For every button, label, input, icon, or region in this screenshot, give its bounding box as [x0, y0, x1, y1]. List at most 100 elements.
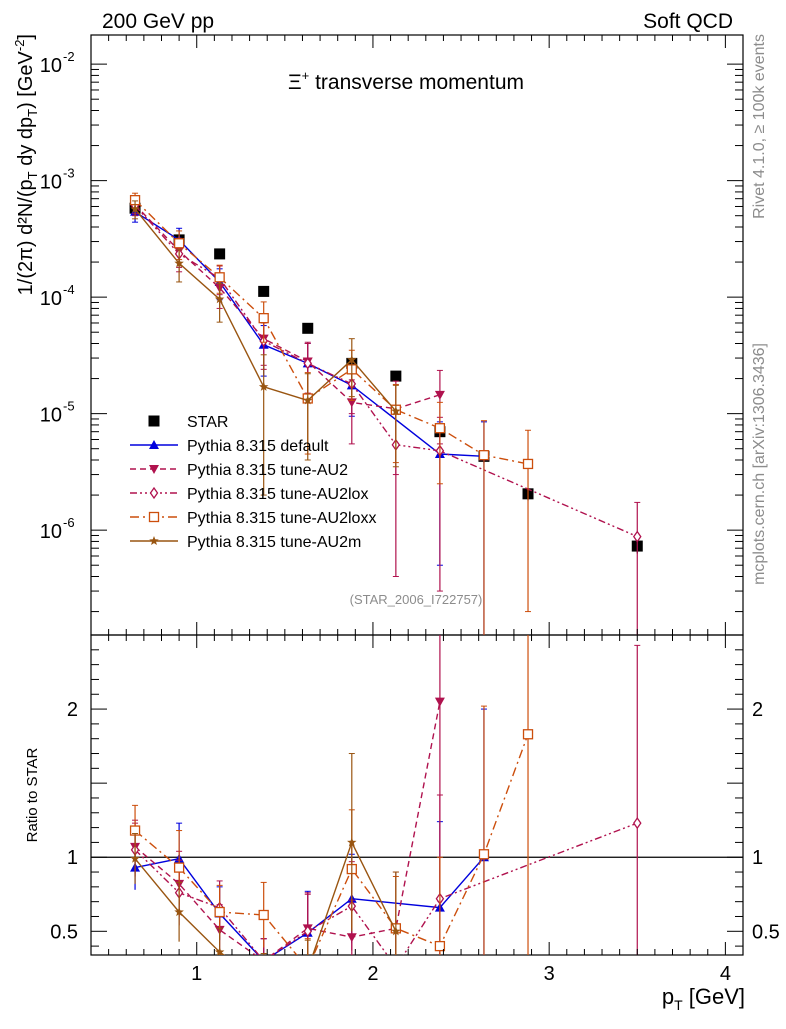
data-point: [258, 285, 270, 297]
ratio-point: [259, 978, 269, 987]
data-point: [302, 395, 313, 405]
ratio-point: [303, 925, 313, 938]
ratio-point: [347, 837, 357, 847]
ratio-point: [259, 956, 269, 965]
title-sup: +: [302, 68, 310, 83]
data-point: [522, 458, 534, 470]
legend-label: Pythia 8.315 tune-AU2: [187, 462, 348, 479]
data-point: [130, 204, 140, 214]
ratio-point: [434, 697, 445, 707]
ratio-tick-label-right: 1: [752, 847, 763, 869]
ratio-line: [134, 856, 485, 955]
x-tick-label: 4: [720, 963, 731, 985]
x-axis-label: pT [GeV]: [662, 984, 745, 1013]
data-point: [434, 423, 446, 434]
data-point: [632, 530, 642, 543]
data-point: [173, 238, 185, 249]
data-point: [258, 381, 269, 391]
ylabel-end: ) [GeV: [15, 50, 37, 108]
y-axis-label: 1/(2π) d²N/(pT dy dpT) [GeV-2]: [12, 34, 40, 295]
ratio-point: [392, 962, 399, 972]
legend-marker: [149, 536, 159, 546]
side-label-bottom: mcplots.cern.ch [arXiv:1306.3436]: [751, 343, 768, 585]
ratio-point: [214, 947, 225, 955]
legend-marker: [149, 465, 159, 474]
y-tick-label: 10: [40, 288, 62, 310]
legend-label: STAR: [187, 414, 228, 431]
legend-marker: [148, 511, 160, 523]
data-point: [390, 370, 402, 382]
ratio-axis-label: Ratio to STAR: [24, 747, 41, 842]
legend-marker: [149, 440, 159, 449]
legend-label: Pythia 8.315 tune-AU2lox: [187, 486, 368, 503]
xlabel-sub: T: [674, 997, 683, 1013]
legend-label: Pythia 8.315 tune-AU2m: [187, 534, 361, 551]
data-point: [478, 450, 490, 461]
legend-label: Pythia 8.315 tune-AU2loxx: [187, 510, 376, 527]
title-prefix: Ξ: [288, 71, 302, 94]
legend-marker: [149, 486, 159, 500]
y-tick-exponent: -6: [63, 515, 75, 530]
series-ratio-4: [129, 635, 534, 973]
legend-label: Pythia 8.315 default: [187, 438, 329, 455]
x-tick-label: 3: [544, 963, 555, 985]
ratio-point: [263, 954, 264, 955]
series-line: [134, 199, 529, 465]
ylabel-sup: -2: [12, 40, 27, 52]
series-main-5: [130, 200, 401, 496]
ratio-point: [632, 817, 642, 830]
series-line: [134, 205, 638, 538]
header-left: 200 GeV pp: [102, 10, 214, 33]
data-point: [391, 406, 401, 416]
ratio-point: [174, 907, 184, 917]
data-point: [214, 294, 225, 304]
ratio-line: [134, 701, 441, 955]
ratio-point: [522, 729, 534, 740]
series-ratio-3: [130, 644, 642, 972]
ratio-tick-label-left: 0.5: [50, 921, 78, 943]
data-point: [214, 248, 226, 260]
ratio-tick-label-left: 1: [67, 847, 78, 869]
ratio-line: [134, 822, 638, 955]
ratio-line: [134, 734, 529, 955]
ylabel-close: ]: [15, 34, 37, 40]
header-right: Soft QCD: [643, 10, 733, 33]
side-label-top: Rivet 4.1.0, ≥ 100k events: [751, 34, 768, 219]
x-tick-label: 1: [191, 963, 202, 985]
series-line: [134, 211, 485, 457]
ratio-point: [173, 862, 185, 873]
data-point: [258, 313, 269, 324]
ratio-point: [214, 906, 225, 918]
data-point: [347, 354, 357, 364]
reference-label: (STAR_2006_I722757): [350, 592, 483, 607]
ratio-point: [391, 926, 401, 936]
ratio-point: [434, 940, 446, 952]
ratio-point: [130, 853, 140, 863]
ratio-point: [258, 909, 269, 921]
series-line: [134, 204, 441, 410]
ratio-tick-label-right: 0.5: [752, 921, 780, 943]
y-tick-label: 10: [40, 521, 62, 543]
data-point: [303, 357, 313, 370]
series-ratio-5: [130, 753, 401, 987]
ylabel-mid: dy dp: [15, 117, 37, 171]
y-tick-label: 10: [40, 55, 62, 77]
ratio-tick-label-left: 2: [67, 699, 78, 721]
ratio-point: [478, 849, 490, 860]
ylabel-sub2: T: [25, 109, 40, 117]
ratio-point: [259, 957, 269, 966]
xlabel-unit: [GeV]: [683, 984, 745, 1009]
data-point: [214, 272, 225, 283]
xlabel-main: p: [662, 984, 674, 1009]
y-tick-label: 10: [40, 172, 62, 194]
ratio-panel-frame: [90, 634, 744, 956]
data-point: [434, 390, 445, 400]
data-point: [302, 322, 314, 334]
ratio-point: [303, 965, 313, 974]
y-tick-exponent: -3: [63, 166, 75, 181]
y-tick-exponent: -2: [63, 49, 75, 64]
ratio-point: [303, 964, 312, 973]
legend-marker: [148, 415, 160, 427]
